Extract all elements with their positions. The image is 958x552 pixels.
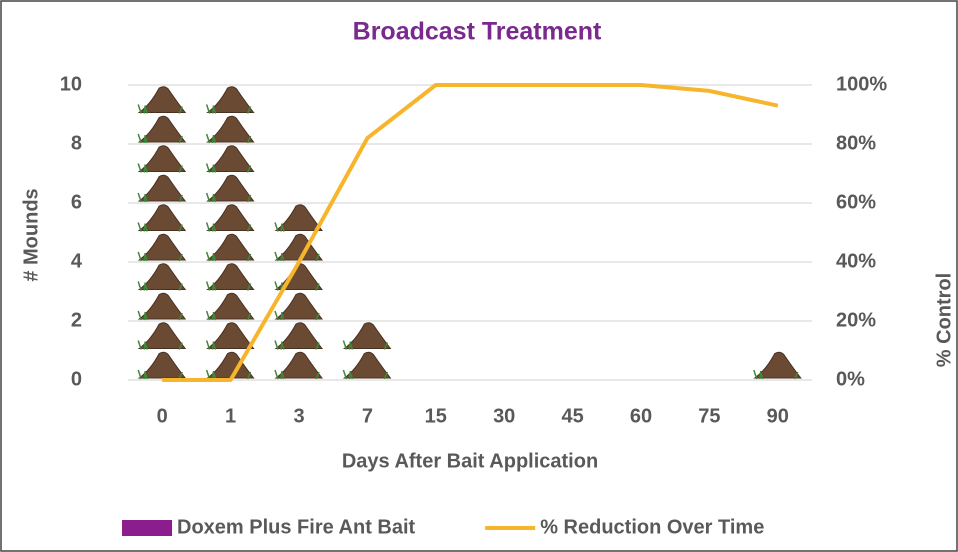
x-tick-label: 90 [767,405,789,427]
x-axis-label: Days After Bait Application [342,450,598,472]
page: Broadcast Treatment Days After Bait Appl… [0,0,958,552]
y-tick-label: 6 [71,191,82,213]
legend-swatch [122,520,172,536]
x-tick-label: 0 [157,405,168,427]
x-tick-label: 45 [561,405,583,427]
chart-title: Broadcast Treatment [353,18,602,46]
x-tick-label: 3 [293,405,304,427]
x-tick-label: 7 [362,405,373,427]
x-tick-label: 15 [425,405,447,427]
x-tick-label: 60 [630,405,652,427]
y2-tick-label: 80% [836,132,876,154]
legend-label: Doxem Plus Fire Ant Bait [177,516,416,538]
y-tick-label: 2 [71,309,82,331]
y2-axis-label: % Control [933,273,955,367]
y-axis-label: # Mounds [20,188,42,281]
y2-tick-label: 60% [836,191,876,213]
y-tick-label: 10 [60,73,82,95]
y2-tick-label: 40% [836,250,876,272]
y2-tick-label: 20% [836,309,876,331]
x-tick-label: 30 [493,405,515,427]
y-tick-label: 8 [71,132,82,154]
legend-label: % Reduction Over Time [540,516,764,538]
x-tick-label: 75 [698,405,720,427]
y-tick-label: 0 [71,368,82,390]
y2-tick-label: 0% [836,368,865,390]
y-tick-label: 4 [71,250,83,272]
y2-tick-label: 100% [836,73,887,95]
chart: Broadcast Treatment Days After Bait Appl… [0,0,958,552]
x-tick-label: 1 [225,405,236,427]
